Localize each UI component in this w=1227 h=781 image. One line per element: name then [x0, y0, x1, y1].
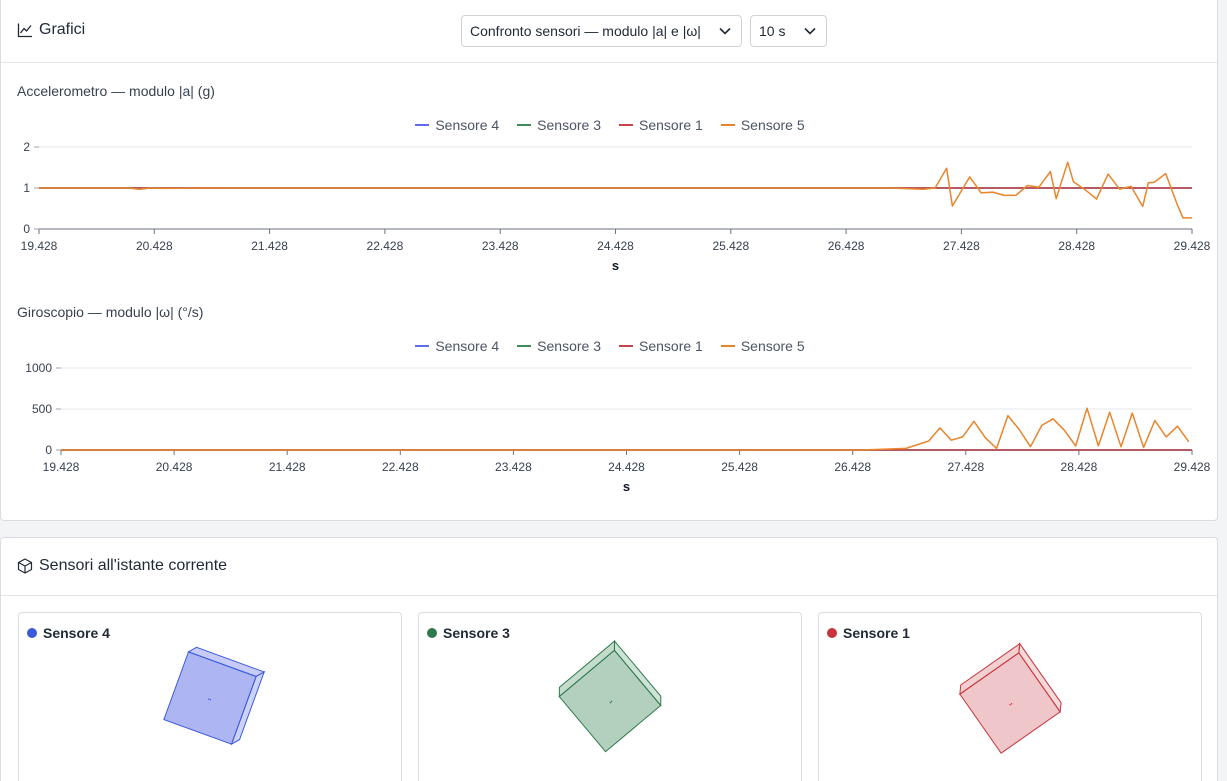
- sensor-color-dot: [427, 628, 437, 638]
- x-tick-label: 28.428: [1058, 239, 1095, 253]
- sensor-card-3[interactable]: Sensore 3 ▪▪: [418, 612, 802, 781]
- svg-text:▪▪: ▪▪: [608, 699, 615, 706]
- sensors-header: Sensori all'istante corrente: [1, 538, 1217, 596]
- sensor-color-dot: [827, 628, 837, 638]
- legend-swatch: [720, 345, 735, 347]
- window-select-value: 10 s: [759, 23, 786, 39]
- charts-header: Grafici Confronto sensori — modulo |a| e…: [1, 0, 1217, 63]
- legend-item-sensore-1[interactable]: Sensore 1: [619, 338, 703, 354]
- x-tick-label: 24.428: [608, 460, 645, 474]
- legend-label: Sensore 1: [639, 117, 703, 133]
- legend-label: Sensore 3: [537, 117, 601, 133]
- legend-swatch: [415, 124, 430, 126]
- x-tick-label: 28.428: [1061, 460, 1098, 474]
- x-tick-label: 22.428: [382, 460, 419, 474]
- legend-label: Sensore 4: [435, 117, 500, 133]
- gyro-chart-title: Giroscopio — modulo |ω| (°/s): [17, 304, 204, 320]
- y-tick-label: 1000: [25, 361, 52, 375]
- x-tick-label: 25.428: [721, 460, 758, 474]
- x-tick-label: 22.428: [367, 239, 404, 253]
- x-axis-label: s: [623, 479, 630, 494]
- x-tick-label: 26.428: [834, 460, 871, 474]
- x-tick-label: 21.428: [269, 460, 306, 474]
- legend-label: Sensore 4: [435, 338, 500, 354]
- y-tick-label: 0: [23, 222, 30, 236]
- sensor-color-dot: [27, 628, 37, 638]
- legend-swatch: [619, 345, 633, 347]
- legend-label: Sensore 5: [740, 117, 805, 133]
- mode-select[interactable]: Confronto sensori — modulo |a| e |ω|: [461, 15, 742, 47]
- charts-title-text: Grafici: [39, 21, 86, 38]
- legend-item-sensore-1[interactable]: Sensore 1: [619, 117, 703, 133]
- accel-chart-title: Accelerometro — modulo |a| (g): [17, 83, 215, 99]
- x-tick-label: 20.428: [136, 239, 173, 253]
- x-tick-label: 29.428: [1174, 460, 1211, 474]
- x-tick-label: 25.428: [712, 239, 749, 253]
- sensor-card-name: Sensore 3: [443, 625, 510, 641]
- legend-swatch: [517, 345, 532, 347]
- legend-item-sensore-4[interactable]: Sensore 4: [415, 338, 499, 354]
- x-tick-label: 26.428: [828, 239, 865, 253]
- legend-swatch: [720, 124, 735, 126]
- legend-swatch: [517, 124, 532, 126]
- x-tick-label: 20.428: [156, 460, 193, 474]
- sensors-title-text: Sensori all'istante corrente: [39, 557, 228, 574]
- legend-label: Sensore 3: [537, 338, 601, 354]
- x-tick-label: 29.428: [1174, 239, 1211, 253]
- x-tick-label: 23.428: [495, 460, 532, 474]
- y-tick-label: 500: [32, 402, 52, 416]
- legend-item-sensore-3[interactable]: Sensore 3: [517, 117, 601, 133]
- legend-item-sensore-4[interactable]: Sensore 4: [415, 117, 499, 133]
- charts-panel: Grafici Confronto sensori — modulo |a| e…: [0, 0, 1218, 521]
- cube-icon: [17, 558, 33, 574]
- accel-legend: Sensore 4 Sensore 3 Sensore 1 Sensore 5: [1, 117, 1219, 133]
- series-line-sensore-5: [39, 161, 1192, 219]
- mode-select-value: Confronto sensori — modulo |a| e |ω|: [470, 23, 701, 39]
- legend-label: Sensore 5: [740, 338, 805, 354]
- y-tick-label: 0: [45, 443, 52, 457]
- x-tick-label: 19.428: [43, 460, 80, 474]
- x-tick-label: 23.428: [482, 239, 519, 253]
- sensor-card-1[interactable]: Sensore 1 ▪▪: [818, 612, 1202, 781]
- sensors-title: Sensori all'istante corrente: [17, 557, 227, 575]
- sensors-panel: Sensori all'istante corrente Sensore 4 ▪…: [0, 537, 1218, 781]
- legend-label: Sensore 1: [639, 338, 703, 354]
- sensor-card-name: Sensore 4: [43, 625, 110, 641]
- accel-chart: 0 1 2 19.428 20.428 21.428 22.428 23.428 24.428 2…: [21, 140, 1211, 273]
- x-tick-label: 19.428: [21, 239, 58, 253]
- sensor-card-name: Sensore 1: [843, 625, 910, 641]
- sensor-orientation-box-icon: ▪▪: [558, 639, 662, 753]
- gyro-legend: Sensore 4 Sensore 3 Sensore 1 Sensore 5: [1, 338, 1219, 354]
- legend-item-sensore-5[interactable]: Sensore 5: [720, 117, 805, 133]
- svg-text:▪▪: ▪▪: [207, 696, 213, 703]
- series-line-sensore-5: [61, 407, 1190, 451]
- x-tick-label: 27.428: [947, 460, 984, 474]
- sensor-card-4[interactable]: Sensore 4 ▪▪: [18, 612, 402, 781]
- chevron-down-icon: [804, 27, 816, 35]
- x-axis-label: s: [612, 258, 619, 273]
- x-tick-label: 24.428: [597, 239, 634, 253]
- legend-item-sensore-5[interactable]: Sensore 5: [720, 338, 805, 354]
- legend-item-sensore-3[interactable]: Sensore 3: [517, 338, 601, 354]
- sensor-card-header: Sensore 3: [427, 625, 510, 641]
- y-tick-label: 1: [23, 181, 30, 195]
- y-tick-label: 2: [23, 140, 30, 154]
- sensor-orientation-box-icon: ▪▪: [163, 646, 266, 746]
- gyro-chart: 0 500 1000 19.428 20.428 21.428 22.428 23.428 24…: [25, 361, 1211, 494]
- charts-title: Grafici: [17, 21, 85, 39]
- sensor-card-header: Sensore 4: [27, 625, 110, 641]
- window-select[interactable]: 10 s: [750, 15, 827, 47]
- x-tick-label: 21.428: [251, 239, 288, 253]
- legend-swatch: [619, 124, 633, 126]
- chevron-down-icon: [719, 27, 731, 35]
- x-tick-label: 27.428: [943, 239, 980, 253]
- sensor-orientation-box-icon: ▪▪: [959, 642, 1062, 754]
- sensor-card-header: Sensore 1: [827, 625, 910, 641]
- legend-swatch: [415, 345, 430, 347]
- line-chart-icon: [17, 23, 32, 38]
- svg-text:▪▪: ▪▪: [1008, 701, 1015, 708]
